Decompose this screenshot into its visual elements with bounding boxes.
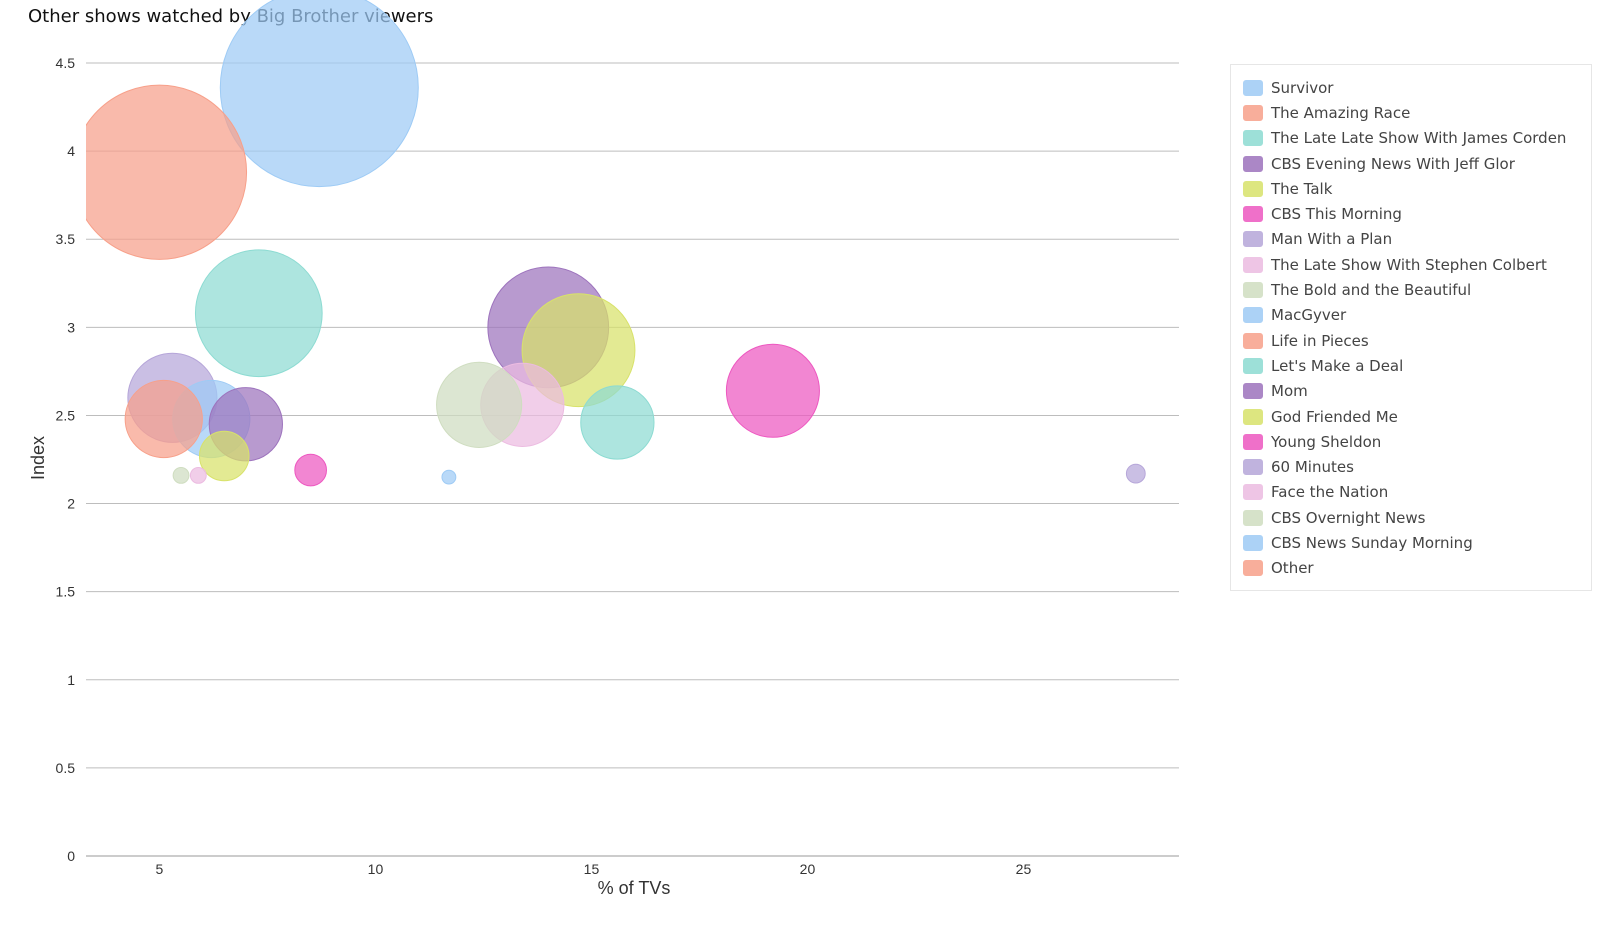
legend-item[interactable]: Man With a Plan xyxy=(1243,227,1591,252)
legend-swatch xyxy=(1243,282,1263,299)
bubble-cbs-overnight-news[interactable] xyxy=(172,466,190,484)
legend-label: God Friended Me xyxy=(1271,407,1398,426)
legend-item[interactable]: CBS Overnight News xyxy=(1243,505,1591,530)
bubble-the-late-late-show-with-james-corden[interactable] xyxy=(194,249,323,378)
bubble-let-s-make-a-deal[interactable] xyxy=(580,385,655,460)
bubble-survivor[interactable] xyxy=(219,0,419,188)
y-axis-label: Index xyxy=(28,436,48,480)
legend-label: Survivor xyxy=(1271,78,1334,97)
legend-swatch xyxy=(1243,130,1263,147)
legend-swatch xyxy=(1243,433,1263,450)
bubble-the-bold-and-the-beautiful[interactable] xyxy=(436,361,523,448)
bubble-life-in-pieces[interactable] xyxy=(124,379,203,459)
bubble-cbs-this-morning[interactable] xyxy=(725,343,820,438)
y-tick-label: 0.5 xyxy=(56,760,76,776)
legend-item[interactable]: Let's Make a Deal xyxy=(1243,353,1591,378)
legend-label: CBS Overnight News xyxy=(1271,508,1426,527)
legend-item[interactable]: Survivor xyxy=(1243,75,1591,100)
legend-swatch xyxy=(1243,155,1263,172)
legend-item[interactable]: Mom xyxy=(1243,379,1591,404)
x-tick-label: 10 xyxy=(368,861,384,877)
y-axis-ticks: 0 0.5 1 1.5 2 2.5 3 3.5 4 4.5 xyxy=(56,55,76,864)
bubble-young-sheldon[interactable] xyxy=(294,453,327,487)
legend-item[interactable]: The Late Late Show With James Corden xyxy=(1243,126,1591,151)
legend-swatch xyxy=(1243,383,1263,400)
legend-label: Man With a Plan xyxy=(1271,230,1393,249)
bubble-face-the-nation[interactable] xyxy=(189,466,207,484)
legend-item[interactable]: Young Sheldon xyxy=(1243,429,1591,454)
y-tick-label: 2.5 xyxy=(56,407,76,423)
legend-label: The Amazing Race xyxy=(1271,103,1411,122)
legend-swatch xyxy=(1243,79,1263,96)
legend-item[interactable]: The Amazing Race xyxy=(1243,100,1591,125)
legend-swatch xyxy=(1243,459,1263,476)
y-tick-label: 2 xyxy=(67,496,75,512)
legend-item[interactable]: Life in Pieces xyxy=(1243,328,1591,353)
legend-label: Young Sheldon xyxy=(1271,432,1382,451)
legend-label: CBS Evening News With Jeff Glor xyxy=(1271,154,1515,173)
legend-label: Mom xyxy=(1271,382,1308,401)
x-axis-label: % of TVs xyxy=(598,878,671,898)
legend-swatch xyxy=(1243,560,1263,577)
legend-item[interactable]: The Talk xyxy=(1243,176,1591,201)
legend-item[interactable]: CBS This Morning xyxy=(1243,201,1591,226)
legend-item[interactable]: Other xyxy=(1243,556,1591,581)
legend-swatch xyxy=(1243,408,1263,425)
legend-label: Life in Pieces xyxy=(1271,331,1369,350)
legend-swatch xyxy=(1243,180,1263,197)
x-tick-label: 20 xyxy=(800,861,816,877)
bubble-the-amazing-race[interactable] xyxy=(72,84,248,260)
legend-swatch xyxy=(1243,307,1263,324)
legend-swatch xyxy=(1243,357,1263,374)
x-tick-label: 25 xyxy=(1016,861,1032,877)
x-axis-ticks: 5 10 15 20 25 xyxy=(156,861,1032,877)
bubbles xyxy=(72,0,1146,487)
y-tick-label: 3 xyxy=(67,319,75,335)
legend-swatch xyxy=(1243,484,1263,501)
legend-item[interactable]: God Friended Me xyxy=(1243,404,1591,429)
y-tick-label: 0 xyxy=(67,848,75,864)
y-tick-label: 1 xyxy=(67,672,75,688)
legend-label: The Talk xyxy=(1271,179,1333,198)
bubble-chart: 00.511.522.533.544.5 5 10 15 20 25 % of TVs … xyxy=(28,0,1179,898)
legend-label: The Late Late Show With James Corden xyxy=(1271,129,1567,148)
legend-label: Let's Make a Deal xyxy=(1271,356,1404,375)
legend-swatch xyxy=(1243,231,1263,248)
legend-item[interactable]: CBS News Sunday Morning xyxy=(1243,530,1591,555)
legend-swatch xyxy=(1243,509,1263,526)
legend-item[interactable]: Face the Nation xyxy=(1243,480,1591,505)
x-tick-label: 15 xyxy=(584,861,600,877)
legend-item[interactable]: 60 Minutes xyxy=(1243,454,1591,479)
legend-item[interactable]: CBS Evening News With Jeff Glor xyxy=(1243,151,1591,176)
y-tick-label: 3.5 xyxy=(56,231,76,247)
legend-swatch xyxy=(1243,104,1263,121)
legend-label: 60 Minutes xyxy=(1271,458,1354,477)
legend-label: CBS News Sunday Morning xyxy=(1271,533,1473,552)
legend-label: Face the Nation xyxy=(1271,483,1389,502)
legend-label: MacGyver xyxy=(1271,306,1347,325)
legend-swatch xyxy=(1243,332,1263,349)
legend-item[interactable]: The Late Show With Stephen Colbert xyxy=(1243,252,1591,277)
legend-item[interactable]: MacGyver xyxy=(1243,303,1591,328)
bubble-god-friended-me[interactable] xyxy=(198,430,250,482)
x-tick-label: 5 xyxy=(156,861,164,877)
bubble-60-minutes[interactable] xyxy=(1125,463,1146,484)
legend: Survivor The Amazing Race The Late Late Sh… xyxy=(1230,64,1592,591)
y-tick-label: 4.5 xyxy=(56,55,76,71)
legend-item[interactable]: The Bold and the Beautiful xyxy=(1243,277,1591,302)
legend-swatch xyxy=(1243,256,1263,273)
legend-label: The Bold and the Beautiful xyxy=(1271,281,1472,300)
y-tick-label: 1.5 xyxy=(56,584,76,600)
legend-swatch xyxy=(1243,206,1263,223)
legend-swatch xyxy=(1243,534,1263,551)
legend-label: The Late Show With Stephen Colbert xyxy=(1271,255,1547,274)
legend-label: Other xyxy=(1271,559,1314,578)
bubble-cbs-news-sunday-morning[interactable] xyxy=(441,469,457,485)
y-tick-label: 4 xyxy=(67,143,75,159)
legend-label: CBS This Morning xyxy=(1271,205,1402,224)
